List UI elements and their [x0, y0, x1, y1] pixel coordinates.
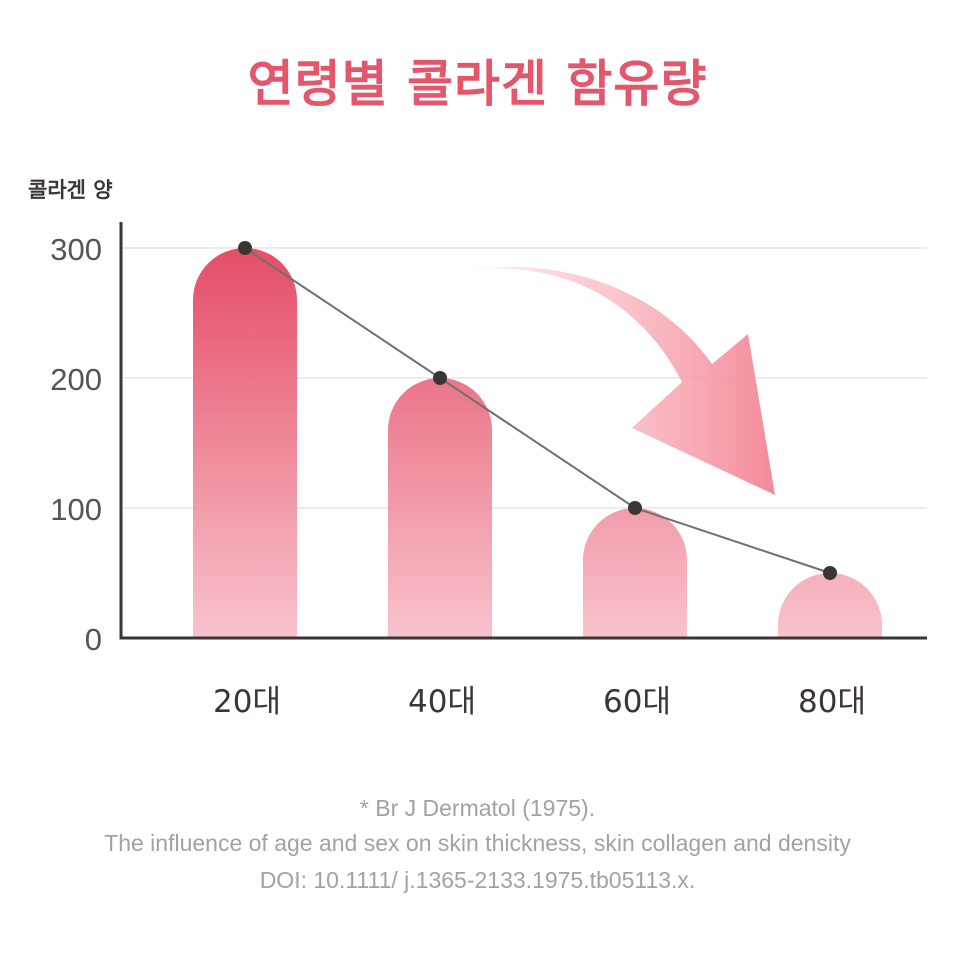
x-tick-label: 60대 [603, 684, 671, 720]
y-tick-label: 200 [50, 362, 102, 397]
bar-60대 [583, 508, 687, 638]
y-axis-label: 콜라겐 양 [28, 178, 113, 202]
footnote-doi: DOI: 10.1111/ j.1365-2133.1975.tb05113.x… [259, 867, 696, 893]
y-tick-label: 0 [85, 622, 102, 657]
bar-20대 [193, 248, 297, 638]
x-tick-label: 20대 [213, 684, 281, 720]
x-tick-label: 40대 [408, 684, 476, 720]
bar-80대 [778, 573, 882, 638]
y-tick-label: 100 [50, 492, 102, 527]
footnote-paper-title: The influence of age and sex on skin thi… [104, 830, 851, 856]
data-point-80대 [823, 566, 837, 580]
bar-40대 [388, 378, 492, 638]
decrease-arrow-icon [452, 266, 775, 495]
data-point-40대 [433, 371, 447, 385]
y-tick-label: 300 [50, 232, 102, 267]
x-tick-label: 80대 [798, 684, 866, 720]
trend-line [244, 247, 831, 574]
footnote-citation: * Br J Dermatol (1975). [359, 795, 596, 821]
chart-title: 연령별 콜라겐 함유량 [247, 55, 708, 113]
data-point-20대 [238, 241, 252, 255]
data-point-60대 [628, 501, 642, 515]
